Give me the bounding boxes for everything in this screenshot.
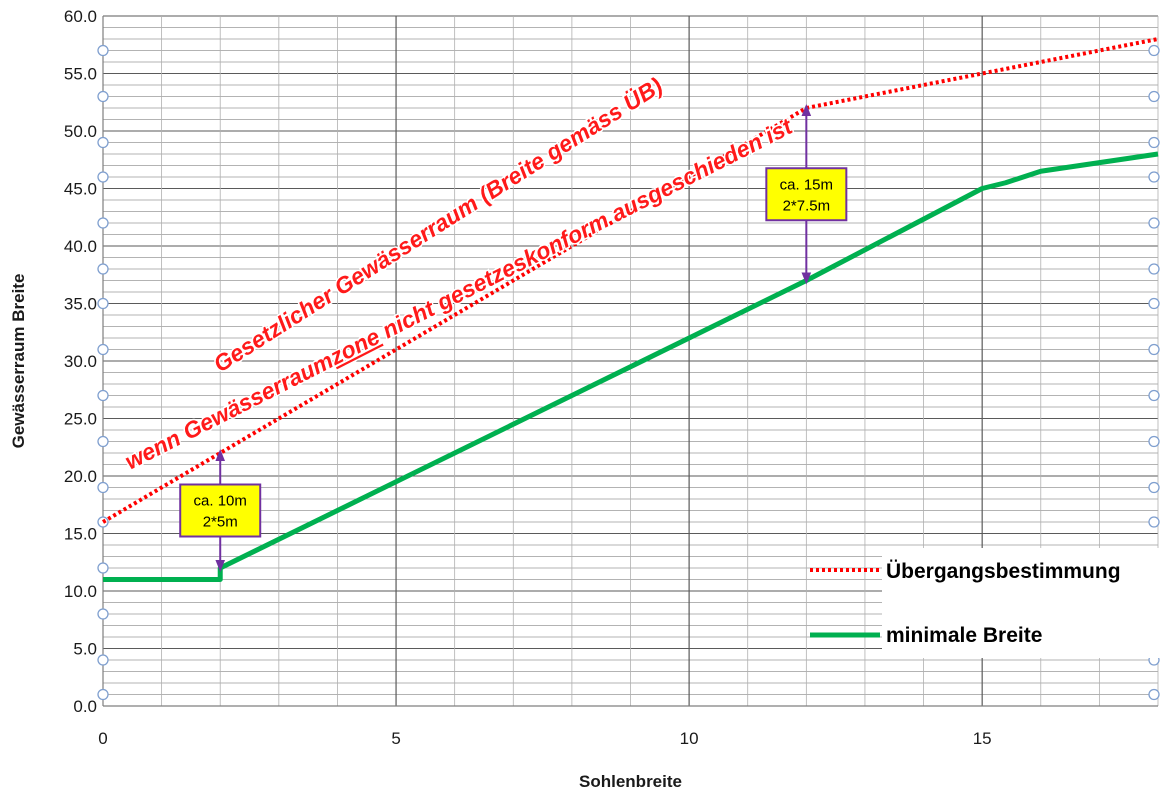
marker-right: [1148, 389, 1160, 402]
marker-left: [97, 263, 109, 275]
arrow-label-box-1: [765, 167, 848, 222]
series-line-1: [103, 151, 1159, 582]
y-tick-label: 55.0: [64, 65, 97, 84]
y-tick-label: 15.0: [64, 525, 97, 544]
marker-right: [1148, 171, 1160, 183]
y-tick-label: 40.0: [64, 237, 97, 256]
marker-left: [97, 608, 109, 620]
marker-right: [1148, 136, 1160, 149]
marker-left: [97, 562, 109, 574]
y-tick-label: 5.0: [73, 640, 97, 659]
y-tick-label: 20.0: [64, 467, 97, 486]
marker-right: [1148, 688, 1160, 701]
legend-background: [882, 548, 1162, 658]
marker-left: [97, 654, 109, 666]
marker-left: [97, 343, 109, 356]
x-tick-label: 5: [391, 729, 400, 748]
marker-right: [1148, 343, 1160, 356]
arrow-label-line2-1: 2*7.5m: [783, 197, 831, 214]
x-axis-title: Sohlenbreite: [579, 772, 682, 791]
arrow-label-line1-1: ca. 15m: [780, 176, 833, 193]
x-tick-label: 10: [680, 729, 699, 748]
marker-left: [97, 297, 109, 310]
legend: Übergangsbestimmung minimale Breite: [810, 548, 1162, 658]
side-markers: [97, 44, 1160, 701]
marker-right: [1148, 297, 1160, 310]
marker-right: [1148, 481, 1160, 494]
marker-left: [97, 44, 109, 57]
marker-left: [97, 389, 109, 402]
y-tick-label: 30.0: [64, 352, 97, 371]
marker-right: [1148, 516, 1160, 528]
y-tick-label: 35.0: [64, 295, 97, 314]
legend-label-ubergang: Übergangsbestimmung: [886, 560, 1121, 583]
marker-left: [97, 435, 109, 448]
marker-right: [1148, 90, 1160, 103]
arrow-label-line1-0: ca. 10m: [194, 493, 247, 510]
y-axis-title: Gewässerraum Breite: [9, 274, 28, 449]
y-tick-label: 0.0: [73, 697, 97, 716]
marker-right: [1148, 263, 1160, 275]
marker-left: [97, 171, 109, 183]
marker-left: [97, 481, 109, 494]
axes: 0.05.010.015.020.025.030.035.040.045.050…: [9, 7, 1158, 791]
y-tick-label: 60.0: [64, 7, 97, 26]
x-tick-label: 15: [973, 729, 992, 748]
marker-left: [97, 217, 109, 229]
y-tick-label: 25.0: [64, 410, 97, 429]
arrow-label-line2-0: 2*5m: [203, 514, 238, 531]
y-tick-label: 45.0: [64, 180, 97, 199]
marker-left: [97, 688, 109, 701]
y-tick-label: 10.0: [64, 582, 97, 601]
marker-left: [97, 90, 109, 103]
marker-right: [1148, 435, 1160, 448]
marker-right: [1148, 217, 1160, 229]
arrow-label-box-0: [179, 483, 262, 538]
x-tick-label: 0: [98, 729, 107, 748]
legend-label-minimale: minimale Breite: [886, 624, 1042, 647]
y-tick-label: 50.0: [64, 122, 97, 141]
marker-right: [1148, 44, 1160, 57]
marker-left: [97, 136, 109, 149]
